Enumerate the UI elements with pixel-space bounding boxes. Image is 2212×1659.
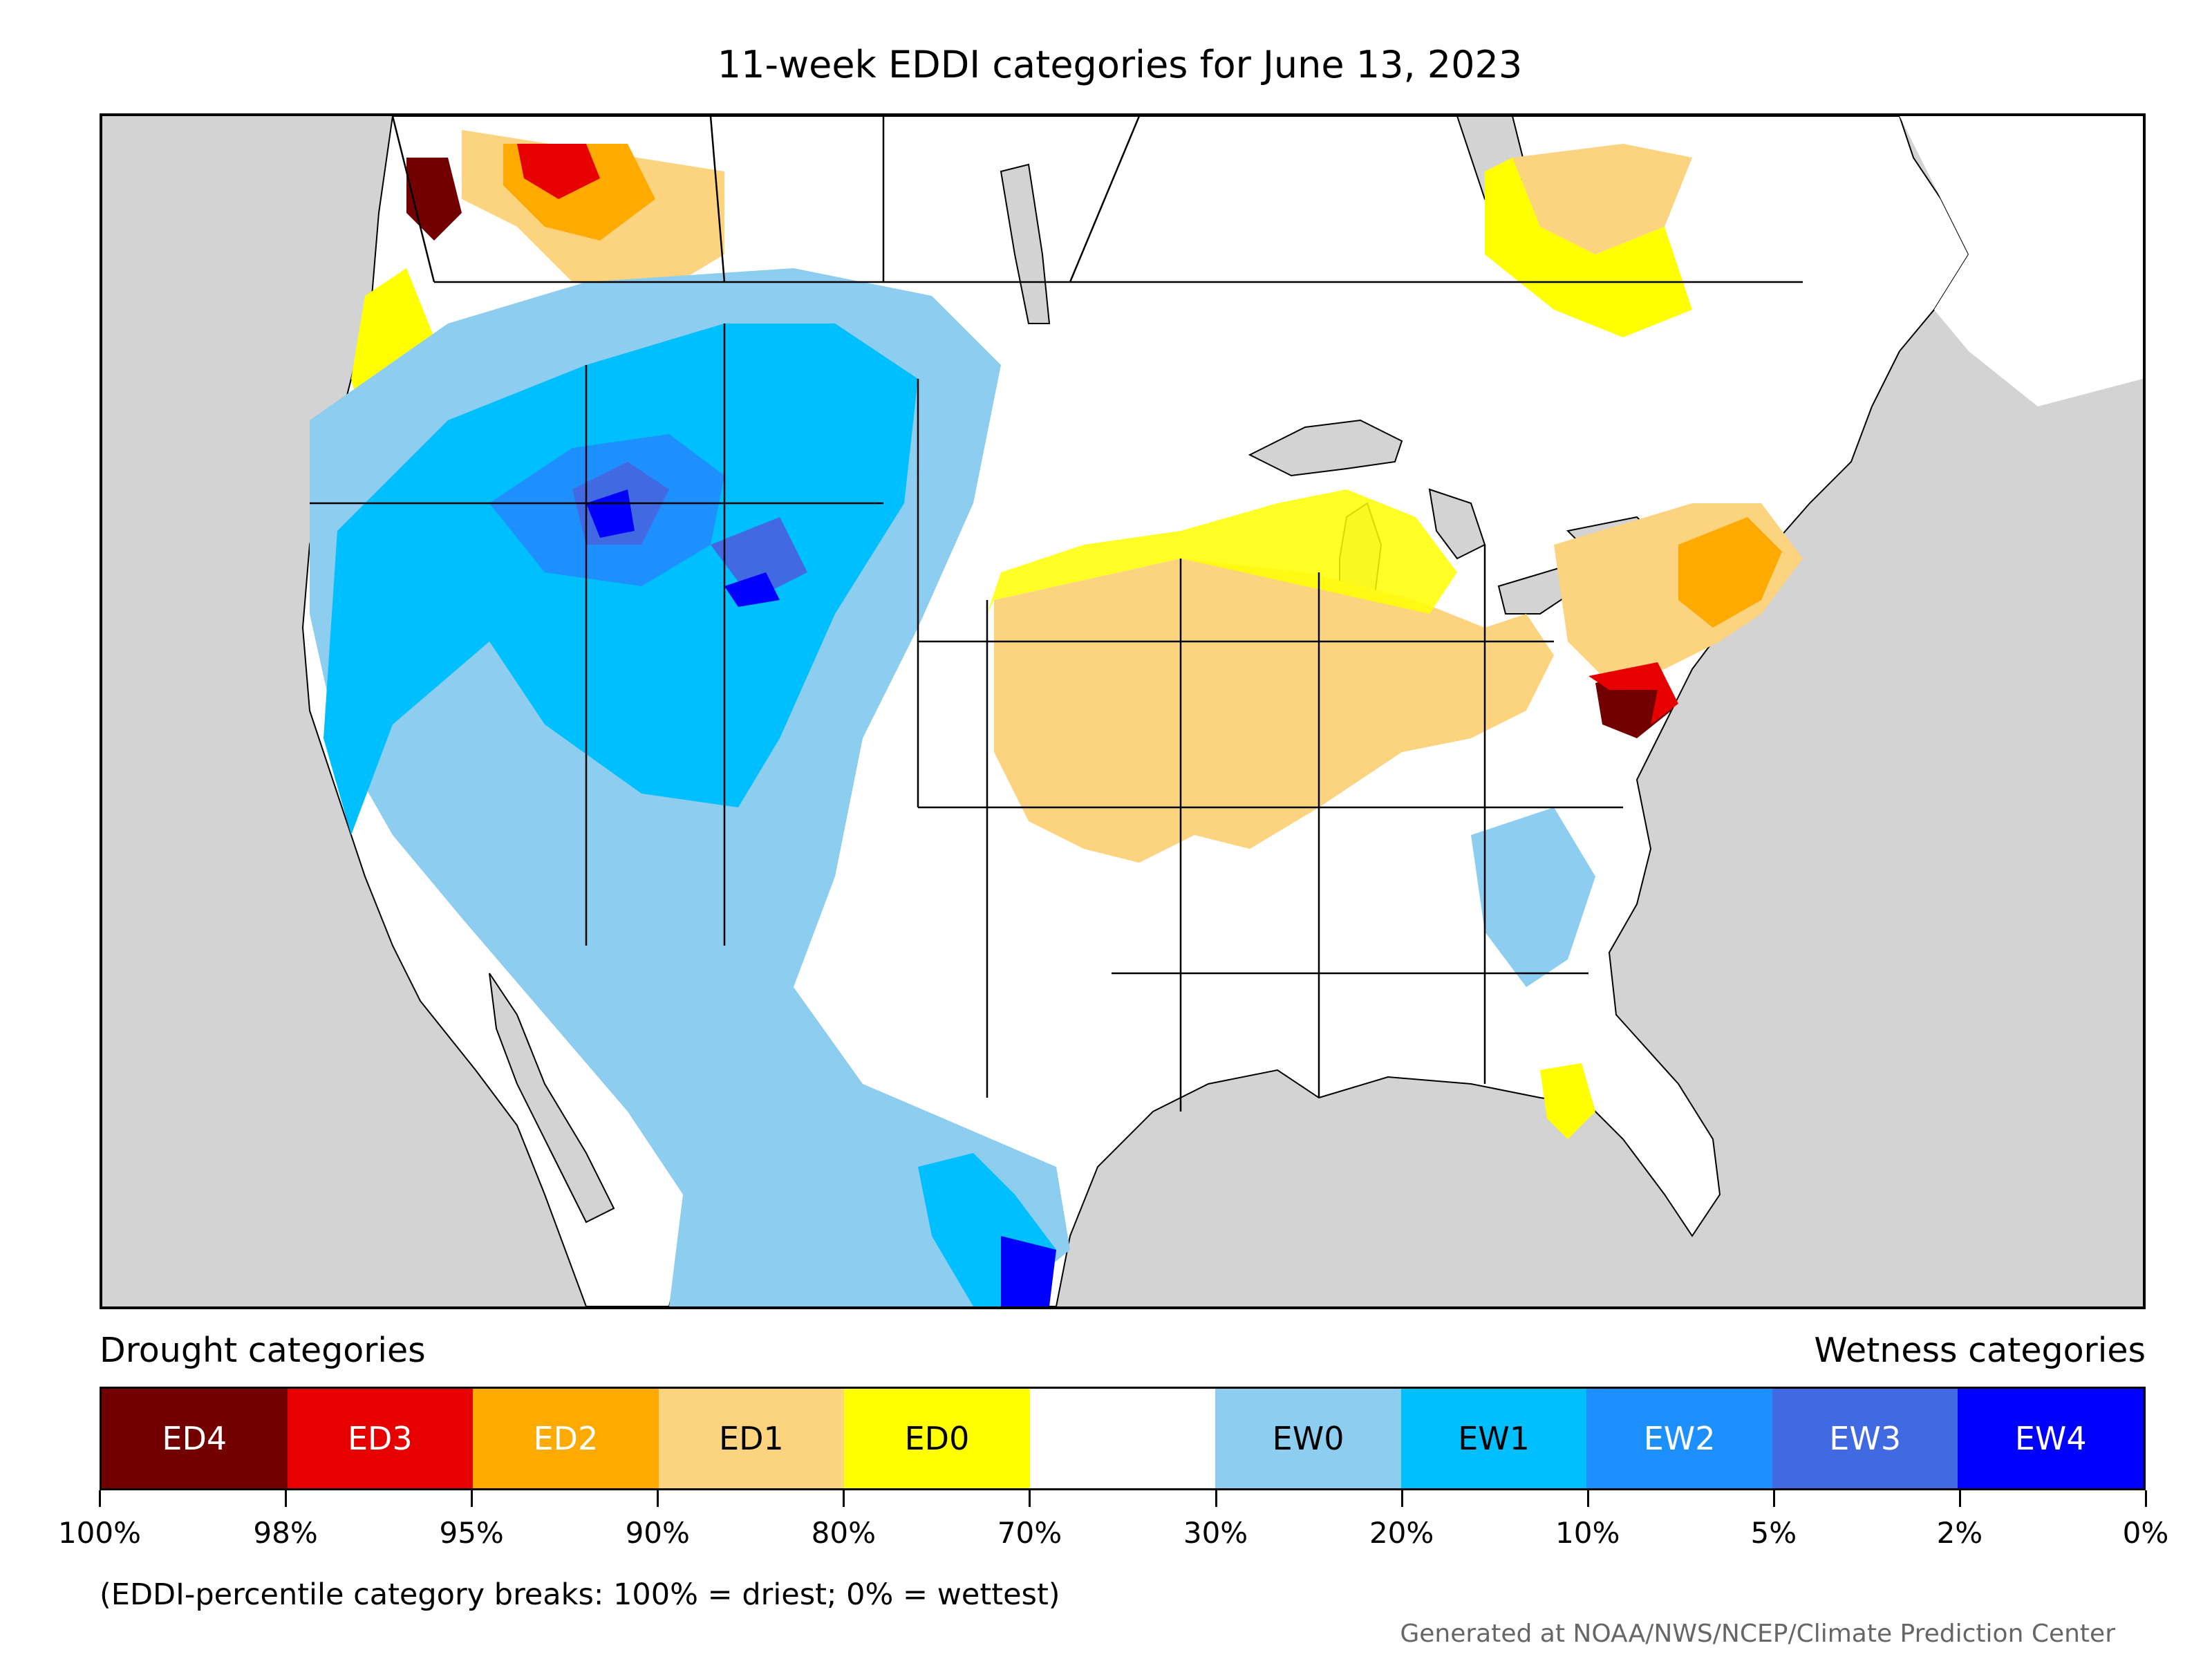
legend-tick	[99, 1490, 101, 1507]
ed3-bc	[517, 144, 600, 199]
ed1-quebec	[1512, 144, 1692, 254]
legend-swatch-ed2: ED2	[473, 1389, 659, 1488]
legend-bar: ED4 ED3 ED2 ED1 ED0 EW0 EW1 EW2 EW3 EW4	[100, 1387, 2146, 1490]
ed4-washington	[406, 158, 462, 241]
percentile-note: (EDDI-percentile category breaks: 100% =…	[100, 1577, 1060, 1612]
eddi-map	[100, 113, 2146, 1309]
ed0-quebec	[1485, 158, 1692, 337]
credit-line: Generated at NOAA/NWS/NCEP/Climate Predi…	[1400, 1620, 2115, 1648]
canada-land	[310, 116, 2143, 406]
ed1-midwest	[994, 559, 1554, 863]
gulf-california	[489, 973, 615, 1224]
legend-tick-label: 98%	[253, 1516, 318, 1550]
legend-swatch-ew3: EW3	[1772, 1389, 1958, 1488]
legend-swatch-ed0: ED0	[844, 1389, 1030, 1488]
legend-tick	[1029, 1490, 1031, 1507]
legend-tick-label: 80%	[811, 1516, 877, 1550]
legend-swatch-ew1: EW1	[1400, 1389, 1587, 1488]
legend-tick	[1586, 1490, 1589, 1507]
drought-categories-label: Drought categories	[100, 1331, 426, 1370]
ed3-virginia	[1588, 662, 1678, 724]
legend-tick	[1958, 1490, 1961, 1507]
ed0-midwest-rim	[987, 489, 1457, 614]
legend-tick	[843, 1490, 845, 1507]
legend-tick	[2145, 1490, 2147, 1507]
legend-swatch-ew2: EW2	[1586, 1389, 1772, 1488]
legend-tick	[657, 1490, 659, 1507]
legend-tick	[1772, 1490, 1775, 1507]
legend-swatch-ed4: ED4	[102, 1389, 288, 1488]
map-svg	[301, 116, 2143, 1306]
legend-swatch-ew4: EW4	[1958, 1389, 2144, 1488]
legend-ticks	[99, 1490, 2147, 1511]
legend-tick-label: 20%	[1369, 1516, 1434, 1550]
ed0-florida	[1540, 1063, 1595, 1139]
legend-tick-label: 30%	[1183, 1516, 1248, 1550]
legend-tick-label: 100%	[57, 1516, 142, 1550]
legend-tick-label: 0%	[2122, 1516, 2169, 1550]
ed2-northeast	[1678, 517, 1782, 628]
legend-tick	[1400, 1490, 1403, 1507]
state-borders	[310, 116, 1803, 1112]
legend-tick	[285, 1490, 288, 1507]
legend-tick-label: 95%	[439, 1516, 504, 1550]
legend-tick-label: 2%	[1936, 1516, 1983, 1550]
map-title: 11-week EDDI categories for June 13, 202…	[717, 43, 1523, 86]
legend-tick-label: 90%	[625, 1516, 690, 1550]
legend-swatch-ed1: ED1	[658, 1389, 845, 1488]
legend-tick	[471, 1490, 474, 1507]
legend-swatch-normal	[1029, 1389, 1216, 1488]
legend-tick-label: 10%	[1555, 1516, 1620, 1550]
legend-swatch-ed3: ED3	[287, 1389, 474, 1488]
ew0-southeast	[1471, 807, 1595, 987]
ew3-wyoming	[572, 462, 807, 600]
legend-tick-label: 5%	[1750, 1516, 1797, 1550]
legend-swatch-ew0: EW0	[1215, 1389, 1401, 1488]
wetness-categories-label: Wetness categories	[1814, 1331, 2146, 1370]
legend-tick-label: 70%	[997, 1516, 1062, 1550]
legend-tick	[1215, 1490, 1217, 1507]
